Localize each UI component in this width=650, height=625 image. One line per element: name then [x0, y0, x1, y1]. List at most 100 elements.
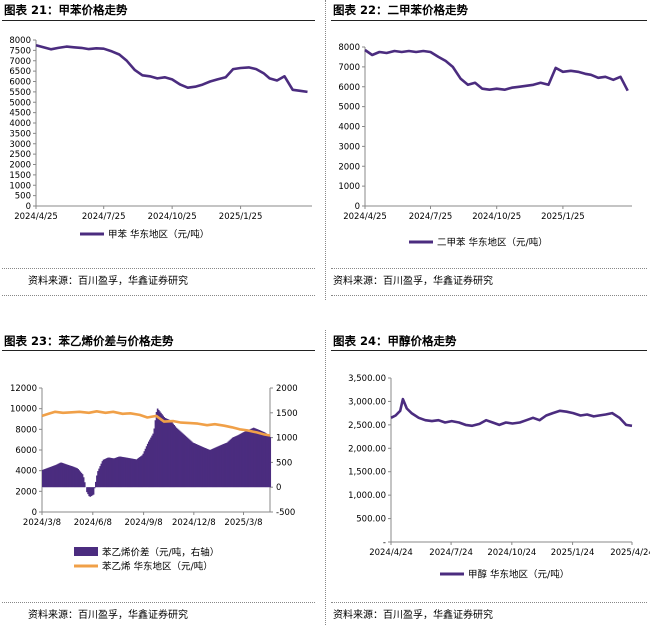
source-22: 资料来源：百川盈孚，华鑫证券研究 [333, 276, 493, 287]
chart-title-21: 图表 21：甲苯价格走势 [4, 3, 128, 17]
y-tick-label: 1000 [338, 182, 360, 192]
spread-bar [234, 436, 236, 488]
y-tick-label: 0 [355, 202, 360, 212]
series-line-0 [35, 43, 308, 94]
spread-bar [106, 458, 108, 488]
spread-bar [90, 487, 93, 497]
y-tick-label: 1500 [9, 171, 31, 181]
y-tick-label: 4000 [15, 467, 37, 477]
spread-bar [67, 464, 69, 488]
spread-bar [189, 440, 192, 488]
legend-label: 苯乙烯价差（元/吨，右轴） [102, 547, 219, 559]
bottom-rule-right-top [331, 295, 647, 296]
spread-bar [92, 487, 95, 495]
spread-bar [236, 435, 238, 488]
spread-bar [91, 487, 94, 496]
spread-bar [193, 443, 195, 488]
spread-bar [253, 428, 256, 488]
y-tick-label: 0 [32, 508, 37, 518]
spread-bar [113, 458, 116, 488]
legend-swatch-bar [74, 547, 98, 556]
spread-bar [157, 409, 160, 488]
spread-bar [88, 487, 90, 497]
spread-bar [146, 443, 149, 488]
spread-bar [208, 449, 211, 488]
y-tick-label: 6000 [9, 78, 31, 88]
spread-bar [219, 445, 222, 488]
spread-bar [150, 437, 152, 488]
spread-bar [80, 472, 83, 488]
spread-bar [215, 447, 217, 488]
spread-bar [159, 411, 161, 488]
y-tick-label: 3000 [9, 140, 31, 150]
spread-bar [256, 429, 258, 488]
spread-bar [56, 464, 58, 488]
spread-bar [237, 435, 240, 488]
y-tick-label: 6500 [9, 67, 31, 77]
y-right-tick-label: 2000 [276, 384, 298, 394]
y-tick-label: 2,500.00 [348, 421, 386, 431]
y-tick-label: 8000 [9, 36, 31, 46]
y-tick-label: - [383, 538, 386, 548]
spread-bar [239, 433, 242, 488]
spread-bar [214, 447, 216, 488]
spread-bar [199, 446, 202, 488]
x-tick-label: 2024/9/8 [124, 518, 162, 528]
spread-bar [124, 457, 127, 488]
spread-bar [122, 457, 125, 488]
spread-bar [57, 463, 60, 488]
spread-bar [108, 457, 110, 488]
x-tick-label: 2024/12/8 [172, 518, 216, 528]
y-tick-label: 4000 [338, 123, 360, 133]
spread-bar [54, 465, 56, 488]
y-tick-label: 10000 [10, 405, 37, 415]
y-tick-label: 3,500.00 [348, 374, 386, 384]
spread-bar [114, 457, 117, 488]
y-tick-label: 500 [15, 192, 31, 202]
spread-bar [111, 458, 114, 488]
x-tick-label: 2024/7/25 [409, 212, 453, 222]
spread-bar [255, 428, 257, 488]
spread-bar [216, 446, 219, 488]
spread-bar [162, 415, 164, 488]
spread-bar [65, 464, 67, 488]
mid-rule-right [331, 350, 647, 351]
spread-bar [251, 428, 254, 488]
spread-bar [139, 456, 141, 488]
spread-bar [144, 448, 147, 488]
y-tick-label: 3500 [9, 129, 31, 139]
spread-bar [70, 466, 73, 488]
y-tick-label: 7500 [9, 46, 31, 56]
spread-bar [51, 466, 54, 488]
spread-bar [196, 444, 199, 488]
spread-bar [149, 439, 151, 488]
spread-bar [76, 468, 78, 488]
source-rule-left-bottom [2, 602, 315, 603]
spread-bar [87, 487, 89, 495]
spread-bar [242, 432, 245, 488]
spread-bar [238, 434, 241, 488]
spread-bar [45, 468, 47, 488]
spread-bar [244, 431, 246, 488]
spread-bar [153, 428, 156, 488]
spread-bar [248, 429, 251, 488]
spread-bar [188, 439, 191, 488]
spread-bar [145, 446, 148, 488]
spread-bar [49, 466, 52, 488]
spread-bar [200, 446, 203, 488]
y-tick-label: 1000 [9, 181, 31, 191]
x-tick-label: 2024/4/25 [14, 212, 58, 222]
spread-bar [187, 438, 190, 488]
spread-bar [241, 432, 244, 488]
spread-bar [97, 471, 99, 488]
y-tick-label: 12000 [10, 384, 37, 394]
source-rule-right-top [331, 268, 647, 269]
spread-bar [115, 457, 118, 488]
source-rule-right-bottom [331, 602, 647, 603]
spread-bar [141, 455, 143, 488]
spread-bar [172, 423, 174, 488]
spread-bar [246, 430, 248, 488]
spread-bar [134, 459, 137, 488]
y-tick-label: 2,000.00 [348, 444, 386, 454]
y-tick-label: 3,000.00 [348, 397, 386, 407]
